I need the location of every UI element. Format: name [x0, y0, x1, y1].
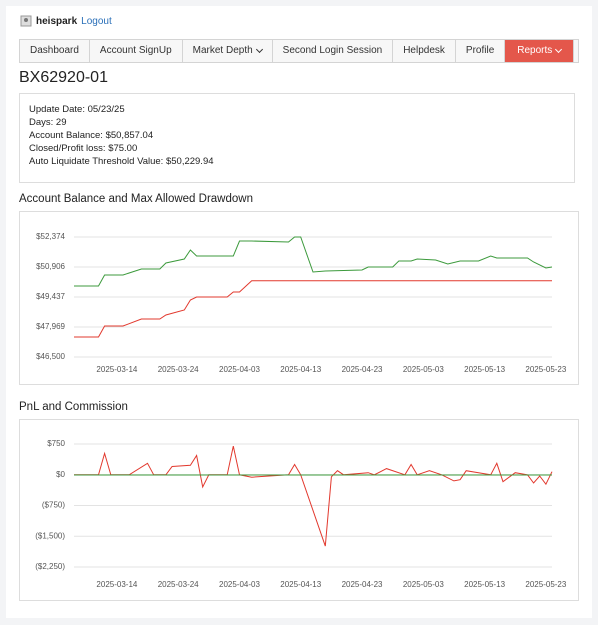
x-tick-label: 2025-03-24	[158, 580, 199, 589]
x-tick-label: 2025-05-03	[403, 580, 444, 589]
x-tick-label: 2025-03-14	[96, 580, 137, 589]
nav-bar: Dashboard Account SignUp Market Depth Se…	[19, 39, 579, 63]
x-tick-label: 2025-03-14	[96, 365, 137, 374]
logout-link[interactable]: Logout	[81, 15, 112, 27]
series-line	[74, 280, 552, 338]
nav-text: Market Depth	[192, 45, 253, 56]
nav-text: Dashboard	[30, 45, 79, 56]
y-tick-label: $0	[56, 470, 65, 479]
top-bar: heispark Logout	[20, 15, 112, 27]
info-line: Closed/Profit loss: $75.00	[29, 143, 138, 154]
x-tick-label: 2025-05-03	[403, 365, 444, 374]
y-tick-label: ($750)	[42, 501, 65, 510]
series-line	[74, 445, 553, 547]
nav-item[interactable]: Helpdesk	[393, 40, 456, 62]
x-tick-label: 2025-05-13	[464, 365, 505, 374]
chart: $46,500 $47,969 $49,437 $50,906 $52,374 2025-…	[19, 211, 579, 385]
y-tick-label: $50,906	[36, 262, 65, 271]
y-tick-label: ($1,500)	[35, 531, 65, 540]
y-tick-label: $49,437	[36, 292, 65, 301]
x-tick-label: 2025-04-23	[342, 365, 383, 374]
nav-item[interactable]: Profile	[456, 40, 506, 62]
nav-text: Account SignUp	[99, 45, 172, 56]
user-icon	[20, 15, 32, 27]
info-line: Update Date: 05/23/25	[29, 104, 125, 115]
chart-title: Account Balance and Max Allowed Drawdown	[19, 193, 253, 205]
y-tick-label: $750	[47, 439, 65, 448]
nav-text: Profile	[465, 45, 495, 56]
x-tick-label: 2025-04-13	[280, 365, 321, 374]
y-tick-label: $46,500	[36, 352, 65, 361]
username: heispark	[36, 15, 78, 27]
caret	[255, 45, 263, 54]
x-tick-label: 2025-04-23	[342, 580, 383, 589]
chart-title: PnL and Commission	[19, 401, 128, 413]
x-tick-label: 2025-03-24	[158, 365, 199, 374]
caret	[555, 45, 563, 54]
page: heispark Logout Dashboard Account SignUp…	[6, 6, 592, 618]
x-tick-label: 2025-05-23	[525, 580, 566, 589]
series-line	[74, 236, 553, 287]
x-tick-label: 2025-04-13	[280, 580, 321, 589]
y-tick-label: $47,969	[36, 322, 65, 331]
x-tick-label: 2025-04-03	[219, 365, 260, 374]
y-tick-label: $52,374	[36, 232, 65, 241]
nav-text: Helpdesk	[403, 45, 445, 56]
info-line: Account Balance: $50,857.04	[29, 130, 154, 141]
info-line: Days: 29	[29, 117, 67, 128]
nav-item[interactable]: Market Depth	[183, 40, 273, 62]
account-id: BX62920-01	[19, 69, 108, 86]
x-tick-label: 2025-05-23	[525, 365, 566, 374]
nav-item[interactable]: Account SignUp	[90, 40, 183, 62]
info-panel: Update Date: 05/23/25 Days: 29 Account B…	[19, 93, 575, 183]
x-tick-label: 2025-05-13	[464, 580, 505, 589]
nav-item[interactable]: Second Login Session	[273, 40, 394, 62]
nav-item[interactable]: Reports	[505, 40, 575, 62]
nav-text: Second Login Session	[282, 45, 383, 56]
nav-item[interactable]: Dashboard	[20, 40, 90, 62]
x-tick-label: 2025-04-03	[219, 580, 260, 589]
nav-text: Reports	[517, 45, 553, 56]
chart: ($2,250) ($1,500) ($750) $0 $750 2025-03-14 20…	[19, 419, 579, 601]
y-tick-label: ($2,250)	[35, 562, 65, 571]
info-line: Auto Liquidate Threshold Value: $50,229.…	[29, 156, 214, 167]
